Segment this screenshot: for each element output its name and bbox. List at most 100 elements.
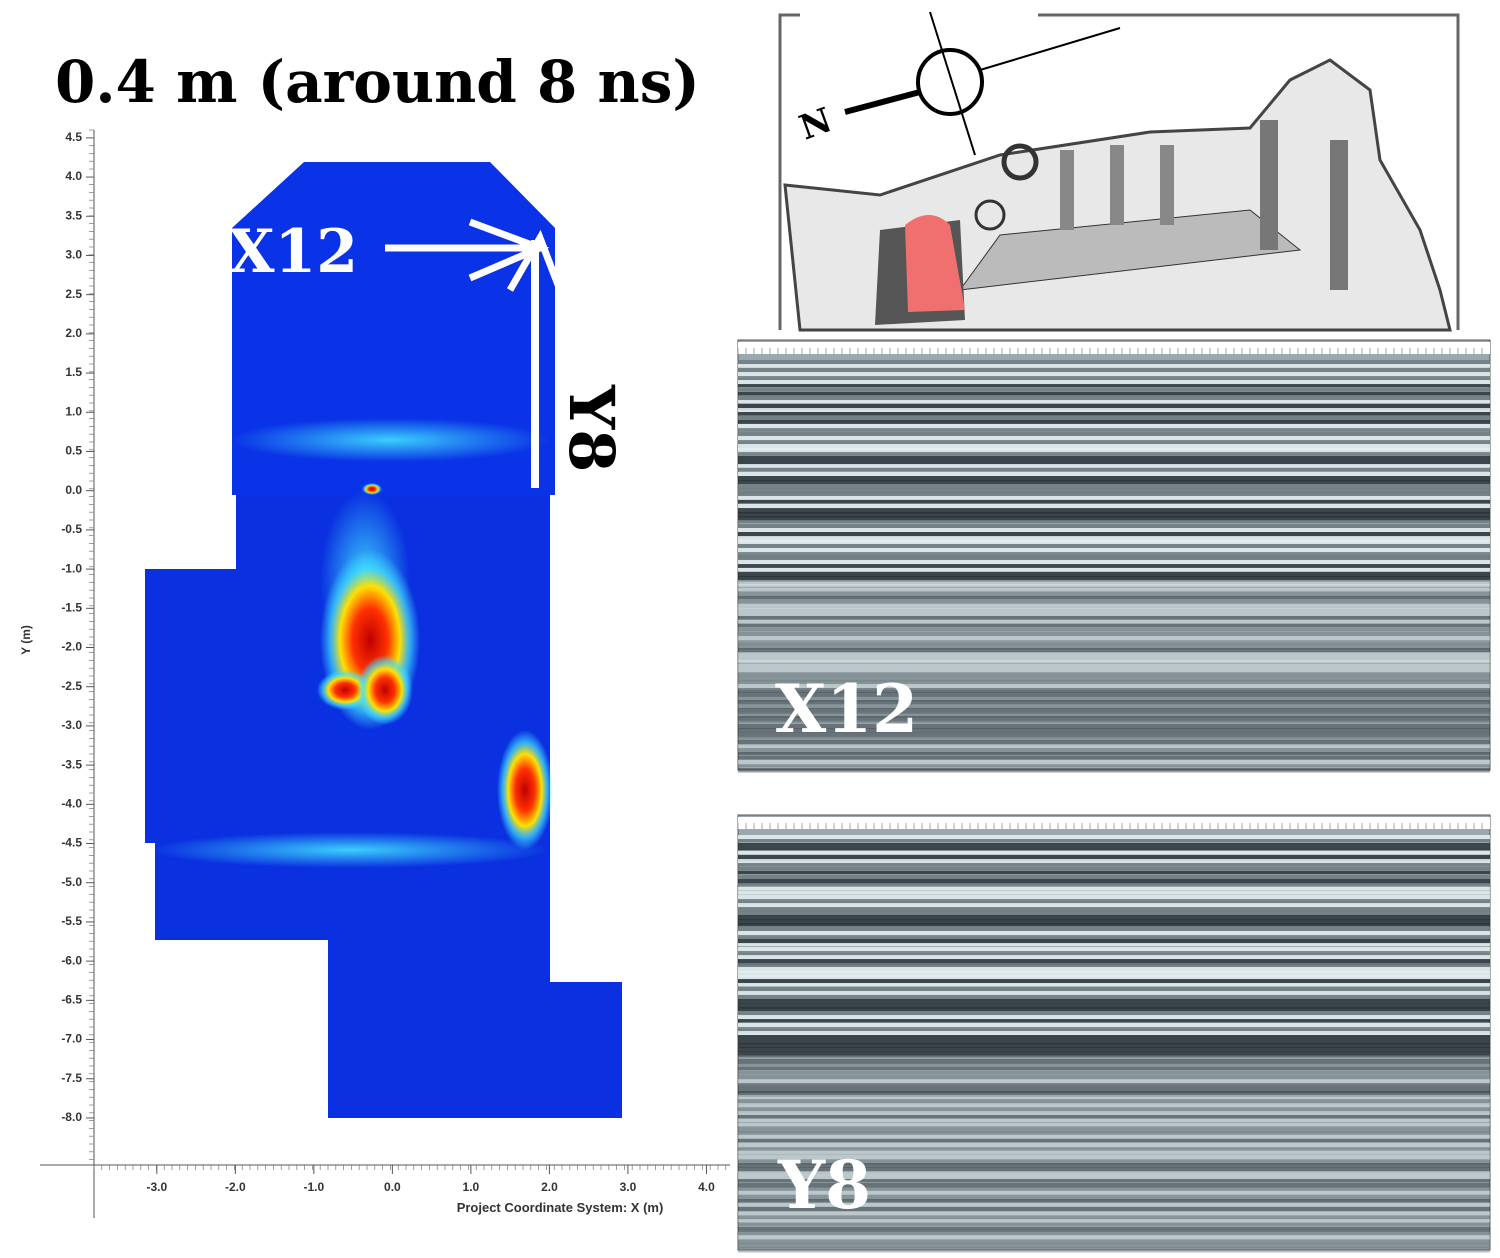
radargram-band [738, 1107, 1490, 1113]
y-tick-label: -7.0 [61, 1032, 82, 1046]
radargram-band [738, 440, 1490, 445]
radargram-band [738, 895, 1490, 901]
radargram-band [738, 1043, 1490, 1049]
radargram-band [738, 564, 1490, 568]
radargram-band [738, 1127, 1490, 1133]
radargram-band [738, 863, 1490, 867]
radargram-band [738, 568, 1490, 572]
radargram-band [738, 436, 1490, 442]
radargram-band [738, 1091, 1490, 1097]
radargram-band [738, 995, 1490, 1001]
radargram-band [738, 1011, 1490, 1016]
radargram-band [738, 468, 1490, 472]
radargram-band [738, 891, 1490, 895]
radargram-band [738, 991, 1490, 995]
radargram-band [738, 760, 1490, 765]
radargram-band [738, 660, 1490, 664]
y-tick-label: 2.5 [65, 287, 82, 301]
radargram-band [738, 1187, 1490, 1191]
radargram-band [738, 472, 1490, 477]
radargram-band [738, 648, 1490, 653]
radargram-band [738, 1103, 1490, 1108]
radargram-band [738, 1219, 1490, 1223]
radargram-band [738, 1055, 1490, 1059]
radargram-band [738, 935, 1490, 940]
radargram-label: Y8 [777, 1146, 871, 1224]
radargram-band [738, 1135, 1490, 1139]
radargram-band [738, 871, 1490, 875]
radargram-band [738, 620, 1490, 624]
survey-area [905, 215, 965, 312]
north-label: N [794, 100, 837, 148]
x-tick-label: 1.0 [463, 1180, 480, 1194]
radargram-band [738, 963, 1490, 968]
radargram-band [738, 528, 1490, 533]
y-axis-label: Y (m) [19, 625, 33, 655]
radargram-band [738, 608, 1490, 613]
radargram-band [738, 1199, 1490, 1203]
radargram-band [738, 532, 1490, 538]
x-tick-label: 2.0 [541, 1180, 558, 1194]
radargram-band [738, 544, 1490, 549]
radargram-band [738, 1231, 1490, 1236]
y-tick-label: -5.5 [61, 914, 82, 928]
plan-wall [974, 199, 1006, 231]
radargram-band [738, 704, 1490, 710]
radargram-band [738, 927, 1490, 932]
radargram-band [738, 584, 1490, 588]
radargram-band [738, 955, 1490, 960]
title: 0.4 m (around 8 ns) [55, 48, 700, 116]
radargram-band [738, 380, 1490, 386]
radargram-band [738, 672, 1490, 677]
radargram-band [738, 708, 1490, 714]
radargram-band [738, 476, 1490, 481]
radargram-band [738, 1075, 1490, 1080]
radargram-band [738, 919, 1490, 925]
radargram-band [738, 508, 1490, 514]
y-tick-label: -6.5 [61, 993, 82, 1007]
frame [1038, 13, 1460, 330]
radargram-band [738, 839, 1490, 843]
radargram-band [738, 1207, 1490, 1212]
radargram-band [738, 596, 1490, 600]
radargram-band [738, 432, 1490, 436]
radargram [737, 339, 1491, 773]
radargram-band [738, 1143, 1490, 1148]
radargram-band [738, 1031, 1490, 1036]
radargram-band [738, 720, 1490, 724]
radargram-band [738, 951, 1490, 957]
radargram-band [738, 1239, 1490, 1244]
plan-wall [1060, 150, 1074, 230]
compass [929, 11, 976, 156]
radargram-band [738, 732, 1490, 738]
radargram-band [738, 464, 1490, 468]
radargram-band [738, 716, 1490, 722]
radargram-band [738, 408, 1490, 413]
radargram-band [738, 1039, 1490, 1045]
radargram-band [738, 580, 1490, 586]
y-tick-label: -4.5 [61, 836, 82, 850]
radargram-band [738, 376, 1490, 381]
radargram-band [738, 388, 1490, 392]
arrow [506, 229, 564, 292]
y-tick-label: -3.5 [61, 757, 82, 771]
radargram-band [738, 1067, 1490, 1071]
radargram-band [738, 1071, 1490, 1075]
radargram-band [738, 768, 1490, 773]
radargram-band [738, 1223, 1490, 1227]
radargram-band [738, 688, 1490, 693]
y-tick-label: -1.0 [61, 561, 82, 575]
radargram-band [738, 368, 1490, 373]
radargram-band [738, 540, 1490, 545]
y-tick-label: 1.0 [65, 404, 82, 418]
radargram-band [738, 883, 1490, 887]
radargram-band [738, 728, 1490, 733]
compass [844, 89, 921, 115]
radargram-band [738, 851, 1490, 855]
radargram-band [738, 520, 1490, 524]
y-tick-label: 1.5 [65, 365, 82, 379]
anomaly [362, 483, 382, 495]
plan-wall [1001, 143, 1039, 181]
radargram-band [738, 843, 1490, 847]
radargram-band [738, 400, 1490, 404]
